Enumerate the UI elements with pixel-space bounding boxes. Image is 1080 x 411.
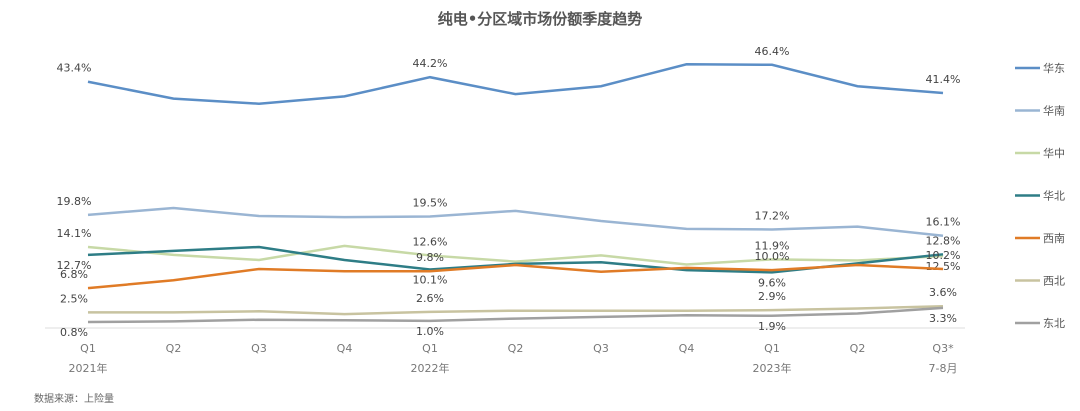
x-tick-label: Q2 — [850, 342, 866, 355]
data-label: 2.5% — [60, 292, 88, 305]
x-tick-sublabel: 2022年 — [411, 361, 450, 375]
series-line-华南 — [87, 206, 944, 237]
data-label: 0.8% — [60, 326, 88, 339]
x-tick-sublabel: 7-8月 — [929, 362, 958, 375]
x-tick-label: Q3 — [593, 342, 609, 355]
legend-label: 华南 — [1043, 104, 1065, 118]
data-label: 41.4% — [926, 73, 961, 86]
data-label: 19.5% — [413, 197, 448, 210]
data-label: 43.4% — [57, 62, 92, 75]
legend-label: 西北 — [1043, 275, 1065, 288]
data-label: 12.7% — [57, 259, 92, 272]
x-tick-label: Q3* — [932, 342, 954, 355]
data-label: 2.9% — [758, 290, 786, 303]
data-label: 17.2% — [755, 209, 790, 222]
data-label: 10.1% — [413, 274, 448, 287]
data-label: 19.8% — [57, 195, 92, 208]
x-tick-label: Q3 — [251, 342, 267, 355]
series-line-华东 — [87, 62, 944, 105]
data-label: 44.2% — [413, 57, 448, 70]
data-label: 10.0% — [755, 250, 790, 263]
data-label: 14.1% — [57, 227, 92, 240]
data-label: 3.3% — [929, 312, 957, 325]
series-line-西南 — [87, 263, 944, 290]
data-label: 1.0% — [416, 325, 444, 338]
data-label: 12.6% — [413, 235, 448, 248]
data-source: 数据来源：上险量 — [34, 394, 114, 405]
legend-label: 华中 — [1043, 146, 1065, 160]
x-tick-sublabel: 2023年 — [753, 361, 792, 375]
chart-title: 纯电•分区域市场份额季度趋势 — [437, 10, 643, 28]
x-tick-sublabel: 2021年 — [69, 361, 108, 375]
data-label: 9.6% — [758, 276, 786, 289]
data-label: 46.4% — [755, 45, 790, 58]
x-tick-label: Q4 — [337, 342, 353, 355]
data-label: 16.1% — [926, 216, 961, 229]
x-tick-label: Q1 — [422, 342, 438, 355]
x-tick-label: Q2 — [166, 342, 182, 355]
data-label: 11.9% — [755, 239, 790, 252]
x-tick-label: Q1 — [80, 342, 96, 355]
data-label: 3.6% — [929, 286, 957, 299]
legend-label: 华北 — [1043, 189, 1065, 203]
data-label: 6.8% — [60, 268, 88, 281]
data-label: 2.6% — [416, 292, 444, 305]
series-line-西北 — [88, 304, 944, 316]
data-label: 1.9% — [758, 320, 786, 333]
legend-label: 西南 — [1043, 232, 1065, 245]
data-label: 10.2% — [926, 249, 961, 262]
data-label: 12.8% — [926, 234, 961, 247]
legend-label: 华东 — [1043, 61, 1065, 75]
x-tick-label: Q2 — [508, 342, 524, 355]
legend-label: 东北 — [1043, 317, 1065, 330]
x-tick-label: Q4 — [679, 342, 695, 355]
data-label: 9.8% — [416, 251, 444, 264]
x-tick-label: Q1 — [764, 342, 780, 355]
